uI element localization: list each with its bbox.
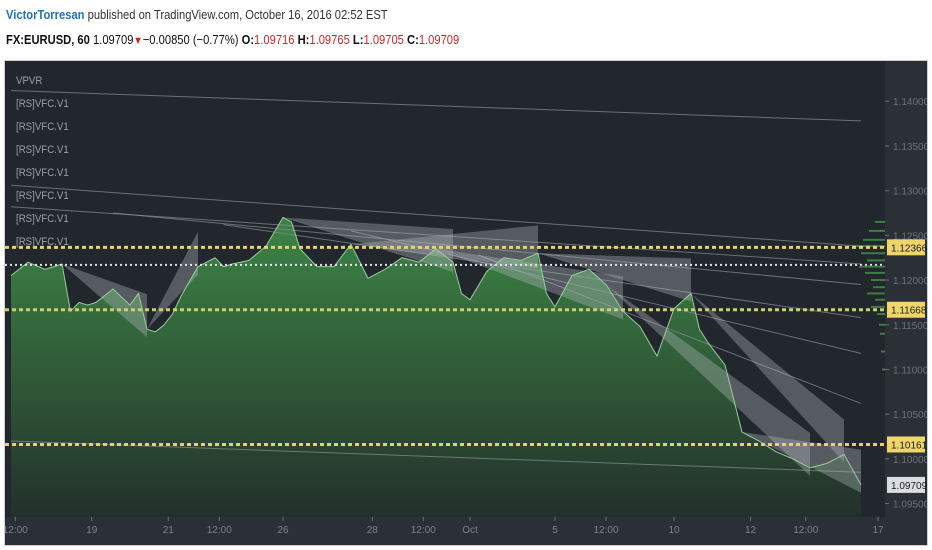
time-tick-label: 19 bbox=[86, 525, 98, 536]
time-tick-label: 12 bbox=[745, 525, 757, 536]
volume-profile-bar-10 bbox=[873, 286, 885, 289]
price-tick-label: 1.12000 bbox=[893, 276, 927, 287]
channel-line-6 bbox=[350, 230, 862, 354]
time-tick-label: 21 bbox=[163, 525, 175, 536]
regression-fan-3 bbox=[283, 217, 453, 272]
level-price-tag-label: 1.12366 bbox=[891, 243, 927, 254]
chart-header: VictorTorresan published on TradingView.… bbox=[0, 0, 932, 60]
volume-profile-bar-1 bbox=[875, 220, 885, 223]
level-price-tag-label: 1.11668 bbox=[891, 306, 927, 317]
published-line: VictorTorresan published on TradingView.… bbox=[6, 7, 388, 22]
level-price-tag bbox=[887, 436, 925, 453]
high-value: 1.09765 bbox=[309, 32, 350, 47]
price-chart[interactable]: 1.14000 1.13500 1.13000 1.12500 1.12000 1.115… bbox=[5, 61, 927, 545]
open-label: O: bbox=[241, 32, 255, 47]
price-tick-label: 1.12500 bbox=[893, 231, 927, 242]
price-tick-label: 1.13000 bbox=[893, 187, 927, 198]
price-change: −0.00850 (−0.77%) bbox=[142, 32, 239, 47]
regression-fan-4 bbox=[351, 225, 538, 269]
time-tick-label: 5 bbox=[552, 525, 558, 536]
level-price-tag bbox=[887, 301, 925, 318]
time-tick-label: 12:00 bbox=[793, 525, 818, 536]
low-label: L: bbox=[352, 32, 364, 47]
volume-profile-bar-14 bbox=[877, 313, 885, 316]
author-link[interactable]: VictorTorresan bbox=[6, 7, 85, 22]
indicator-label-vfc-4[interactable]: [RS]VFC.V1 bbox=[16, 167, 69, 179]
last-price: 1.09709 bbox=[92, 32, 134, 47]
price-tick-label: 1.09500 bbox=[893, 500, 927, 511]
price-area bbox=[11, 217, 861, 517]
price-tick-label: 1.13500 bbox=[893, 142, 927, 153]
channel-line-4 bbox=[112, 212, 862, 286]
last-price-tag bbox=[887, 476, 925, 493]
price-tick-label: 1.11000 bbox=[893, 365, 927, 376]
published-text: published on TradingView.com, October 16… bbox=[87, 7, 388, 22]
level-price-tag-label: 1.10161 bbox=[891, 440, 927, 451]
time-tick-label: 17 bbox=[872, 525, 884, 536]
volume-profile-bar-2 bbox=[869, 229, 885, 232]
time-tick-label: Oct bbox=[462, 525, 478, 536]
volume-profile-bar-7 bbox=[859, 265, 885, 268]
volume-profile-bar-4 bbox=[855, 245, 885, 248]
volume-profile-bar-3 bbox=[863, 238, 885, 241]
low-value: 1.09705 bbox=[363, 32, 404, 47]
indicator-label-vfc-6[interactable]: [RS]VFC.V1 bbox=[16, 213, 69, 225]
symbol-label[interactable]: FX:EURUSD, 60 bbox=[6, 32, 90, 47]
channel-line-3 bbox=[10, 206, 862, 265]
regression-fan-1 bbox=[62, 263, 147, 338]
volume-profile-bar-17 bbox=[881, 350, 885, 353]
regression-fan-7 bbox=[606, 284, 810, 476]
volume-profile-bar-13 bbox=[871, 305, 885, 308]
price-tick-label: 1.11500 bbox=[893, 321, 927, 332]
close-value: 1.09709 bbox=[418, 32, 460, 47]
indicator-label-vfc-5[interactable]: [RS]VFC.V1 bbox=[16, 190, 69, 202]
channel-line-7 bbox=[478, 254, 862, 404]
volume-profile-bar-9 bbox=[871, 279, 885, 282]
time-tick-label: 12:00 bbox=[593, 525, 618, 536]
volume-profile-bar-11 bbox=[867, 292, 885, 295]
volume-profile-bar-6 bbox=[867, 259, 885, 262]
volume-profile-bar-12 bbox=[875, 298, 885, 301]
chart-frame[interactable]: 1.14000 1.13500 1.13000 1.12500 1.12000 1.115… bbox=[4, 60, 928, 546]
high-label: H: bbox=[297, 32, 310, 47]
time-tick-label: 26 bbox=[277, 525, 289, 536]
volume-profile-bar-18 bbox=[882, 368, 885, 371]
volume-profile-bar-5 bbox=[861, 252, 885, 255]
volume-profile-bar-16 bbox=[880, 332, 885, 335]
volume-profile-bar-15 bbox=[879, 323, 885, 326]
open-value: 1.09716 bbox=[254, 32, 295, 47]
regression-fan-8 bbox=[691, 293, 844, 463]
time-tick-label: 28 bbox=[367, 525, 379, 536]
price-line bbox=[10, 216, 862, 486]
price-tick-label: 1.10500 bbox=[893, 410, 927, 421]
channel-line-2 bbox=[10, 184, 862, 247]
regression-fan-9 bbox=[742, 432, 861, 493]
time-tick-label: 10 bbox=[668, 525, 680, 536]
level-price-tag bbox=[887, 239, 925, 256]
quote-line: FX:EURUSD, 60 1.09709▼−0.00850 (−0.77%) … bbox=[6, 32, 459, 47]
time-tick-label: 12:00 bbox=[5, 525, 28, 536]
channel-line-8 bbox=[10, 440, 862, 473]
time-tick-label: 12:00 bbox=[207, 525, 232, 536]
time-axis bbox=[5, 517, 927, 545]
volume-profile-bar-8 bbox=[865, 271, 885, 274]
channel-line-1 bbox=[10, 90, 862, 122]
indicator-label-vfc-2[interactable]: [RS]VFC.V1 bbox=[16, 121, 69, 133]
last-price-tag-label: 1.09709 bbox=[891, 481, 927, 492]
indicator-label-vfc-1[interactable]: [RS]VFC.V1 bbox=[16, 98, 69, 110]
close-label: C: bbox=[407, 32, 419, 47]
indicator-label-vfc-3[interactable]: [RS]VFC.V1 bbox=[16, 144, 69, 156]
indicator-label-vpvr[interactable]: VPVR bbox=[16, 75, 43, 87]
indicator-label-vfc-7[interactable]: [RS]VFC.V1 bbox=[16, 236, 69, 248]
down-arrow-icon: ▼ bbox=[133, 35, 143, 47]
time-tick-label: 12:00 bbox=[411, 525, 436, 536]
price-tick-label: 1.14000 bbox=[893, 97, 927, 108]
price-tick-label: 1.10000 bbox=[893, 455, 927, 466]
